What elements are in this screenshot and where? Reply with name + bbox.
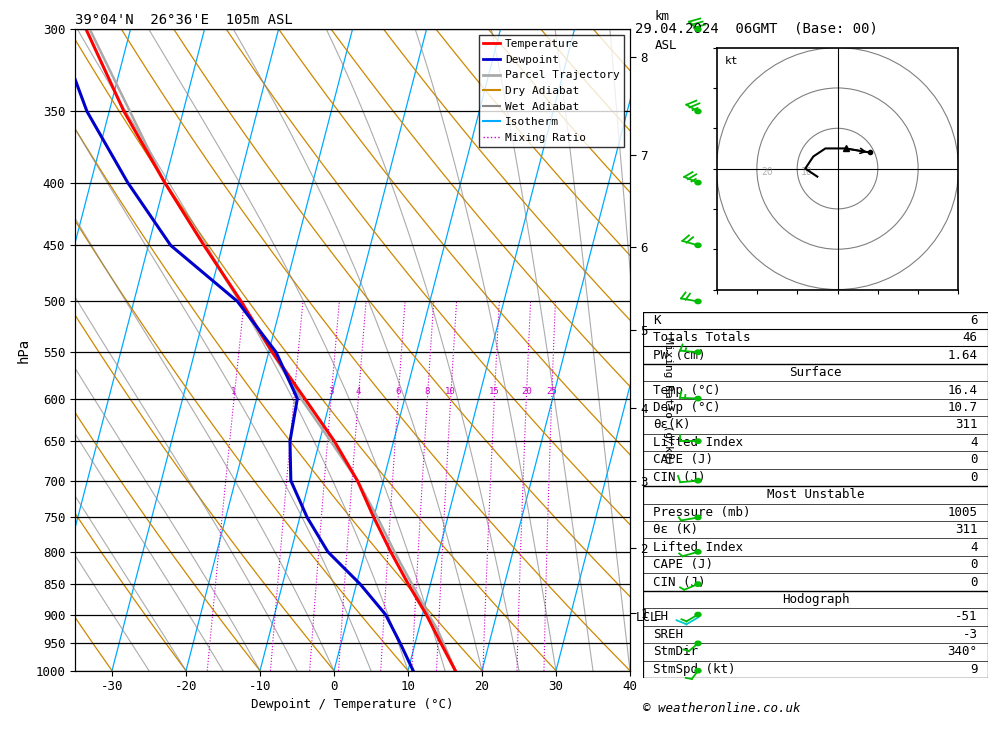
Text: © weatheronline.co.uk: © weatheronline.co.uk [643, 701, 800, 715]
Text: 340°: 340° [948, 645, 978, 658]
Text: 0: 0 [970, 575, 978, 589]
Text: Totals Totals: Totals Totals [653, 331, 751, 345]
Text: LCL: LCL [636, 611, 658, 624]
Text: 4: 4 [970, 541, 978, 553]
Text: 15: 15 [489, 388, 500, 397]
Text: kt: kt [725, 56, 738, 66]
Text: km: km [655, 10, 670, 23]
Text: 4: 4 [970, 436, 978, 449]
Text: Surface: Surface [789, 366, 842, 379]
Text: 0: 0 [970, 558, 978, 571]
Text: ASL: ASL [655, 39, 677, 52]
Text: CIN (J): CIN (J) [653, 471, 706, 484]
Text: 46: 46 [963, 331, 978, 345]
Text: 1: 1 [231, 388, 237, 397]
Text: PW (cm): PW (cm) [653, 349, 706, 361]
Text: 1005: 1005 [948, 506, 978, 519]
Text: StmSpd (kt): StmSpd (kt) [653, 663, 736, 676]
Text: 10: 10 [801, 166, 813, 177]
Text: 1.64: 1.64 [948, 349, 978, 361]
Text: 6: 6 [395, 388, 401, 397]
Text: 16.4: 16.4 [948, 383, 978, 397]
Legend: Temperature, Dewpoint, Parcel Trajectory, Dry Adiabat, Wet Adiabat, Isotherm, Mi: Temperature, Dewpoint, Parcel Trajectory… [479, 35, 624, 147]
Text: 3: 3 [328, 388, 334, 397]
Text: -51: -51 [955, 611, 978, 624]
Text: CAPE (J): CAPE (J) [653, 454, 713, 466]
Text: θε(K): θε(K) [653, 419, 691, 432]
Text: 0: 0 [970, 454, 978, 466]
Text: 10: 10 [445, 388, 456, 397]
Text: 20: 20 [761, 166, 773, 177]
Text: 311: 311 [955, 419, 978, 432]
Text: StmDir: StmDir [653, 645, 698, 658]
Text: Dewp (°C): Dewp (°C) [653, 401, 721, 414]
Text: CAPE (J): CAPE (J) [653, 558, 713, 571]
Text: Mixing Ratio (g/kg): Mixing Ratio (g/kg) [663, 337, 673, 465]
Text: 0: 0 [970, 471, 978, 484]
Text: 25: 25 [546, 388, 557, 397]
Text: 39°04'N  26°36'E  105m ASL: 39°04'N 26°36'E 105m ASL [75, 12, 293, 27]
Text: SREH: SREH [653, 628, 683, 641]
Text: θε (K): θε (K) [653, 523, 698, 536]
Text: K: K [653, 314, 661, 327]
Text: 6: 6 [970, 314, 978, 327]
Text: Lifted Index: Lifted Index [653, 541, 743, 553]
Text: 20: 20 [521, 388, 532, 397]
Text: Hodograph: Hodograph [782, 593, 849, 606]
Text: 4: 4 [356, 388, 361, 397]
Text: Pressure (mb): Pressure (mb) [653, 506, 751, 519]
Text: CIN (J): CIN (J) [653, 575, 706, 589]
Text: EH: EH [653, 611, 668, 624]
Text: 9: 9 [970, 663, 978, 676]
Text: 10.7: 10.7 [948, 401, 978, 414]
Text: 8: 8 [425, 388, 430, 397]
Text: 311: 311 [955, 523, 978, 536]
Text: 29.04.2024  06GMT  (Base: 00): 29.04.2024 06GMT (Base: 00) [635, 22, 878, 36]
Text: Temp (°C): Temp (°C) [653, 383, 721, 397]
Text: -3: -3 [963, 628, 978, 641]
Text: Most Unstable: Most Unstable [767, 488, 864, 501]
Y-axis label: hPa: hPa [17, 337, 31, 363]
Text: 2: 2 [291, 388, 297, 397]
X-axis label: Dewpoint / Temperature (°C): Dewpoint / Temperature (°C) [251, 698, 454, 710]
Text: Lifted Index: Lifted Index [653, 436, 743, 449]
